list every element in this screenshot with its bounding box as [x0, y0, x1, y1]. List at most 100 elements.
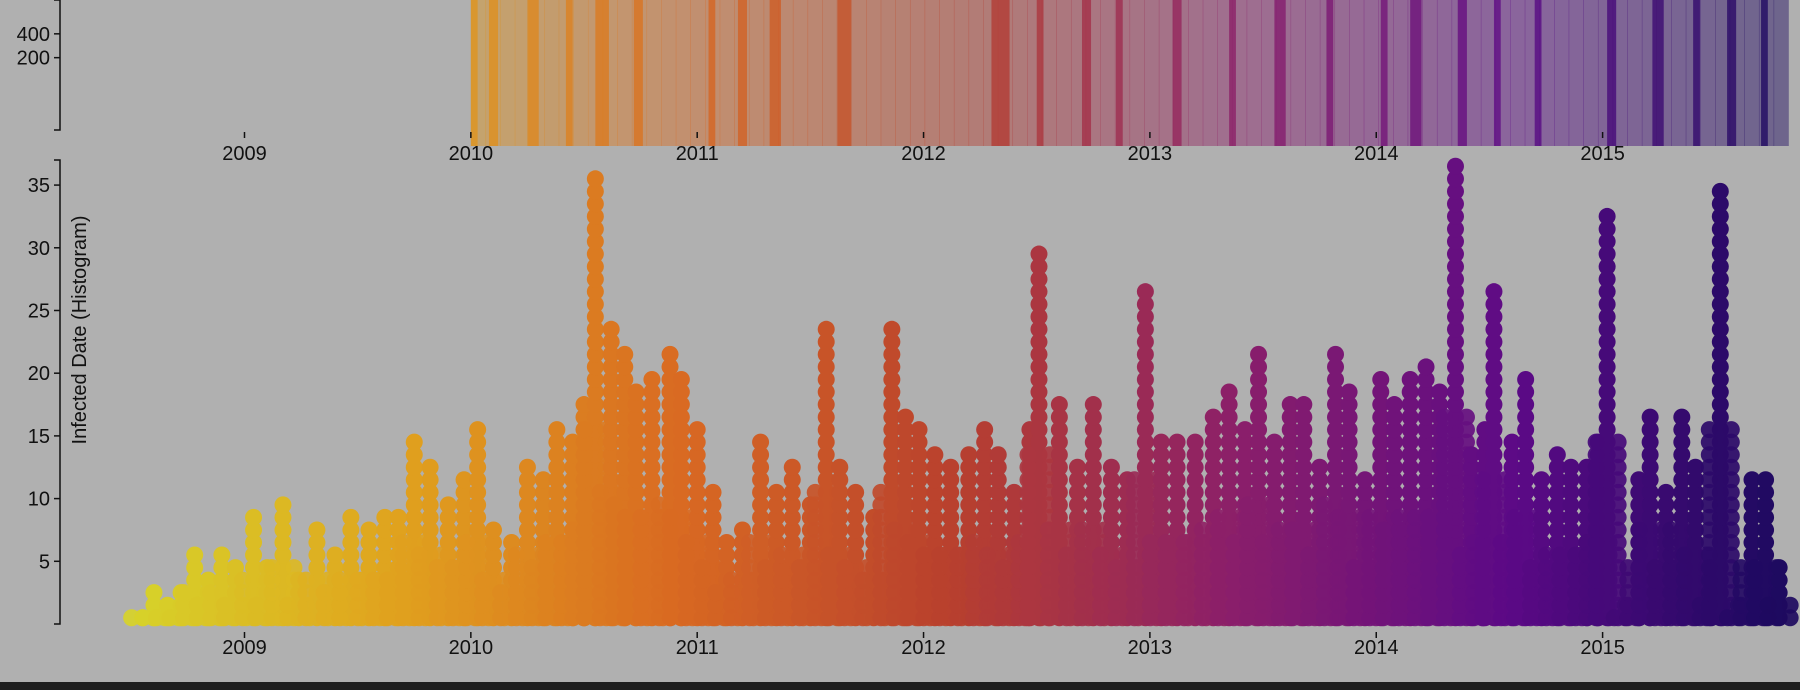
histogram-dot[interactable]	[410, 609, 428, 627]
histogram-dot[interactable]	[586, 358, 604, 376]
histogram-dot[interactable]	[661, 596, 679, 614]
histogram-dot[interactable]	[405, 433, 423, 451]
histogram-dot[interactable]	[1102, 458, 1120, 476]
histogram-dot[interactable]	[1657, 483, 1675, 501]
histogram-dot[interactable]	[1609, 433, 1627, 451]
histogram-dot[interactable]	[942, 533, 960, 551]
histogram-dot[interactable]	[591, 609, 609, 627]
histogram-dot[interactable]	[1019, 571, 1037, 589]
histogram-dot[interactable]	[1136, 446, 1154, 464]
histogram-dot[interactable]	[1236, 458, 1254, 476]
histogram-dot[interactable]	[1537, 596, 1555, 614]
histogram-dot[interactable]	[1157, 609, 1175, 627]
histogram-dot[interactable]	[790, 571, 808, 589]
histogram-dot[interactable]	[1548, 496, 1566, 514]
histogram-dot[interactable]	[518, 458, 536, 476]
histogram-dot[interactable]	[1157, 546, 1175, 564]
histogram-dot[interactable]	[575, 508, 593, 526]
histogram-dot[interactable]	[308, 559, 326, 577]
histogram-dot[interactable]	[376, 546, 394, 564]
histogram-dot[interactable]	[883, 396, 901, 414]
histogram-dot[interactable]	[1385, 433, 1403, 451]
histogram-dot[interactable]	[1270, 571, 1288, 589]
histogram-dot[interactable]	[926, 483, 944, 501]
histogram-dot[interactable]	[910, 458, 928, 476]
histogram-dot[interactable]	[885, 584, 903, 602]
histogram-dot[interactable]	[1329, 596, 1347, 614]
histogram-dot[interactable]	[1598, 358, 1616, 376]
histogram-dot[interactable]	[1091, 609, 1109, 627]
histogram-dot[interactable]	[872, 584, 890, 602]
histogram-dot[interactable]	[1485, 320, 1503, 338]
histogram-dot[interactable]	[1209, 584, 1227, 602]
histogram-dot[interactable]	[410, 546, 428, 564]
histogram-dot[interactable]	[1435, 508, 1453, 526]
histogram-dot[interactable]	[1281, 421, 1299, 439]
histogram-dot[interactable]	[602, 333, 620, 351]
histogram-dot[interactable]	[1050, 446, 1068, 464]
histogram-dot[interactable]	[263, 596, 281, 614]
histogram-dot[interactable]	[537, 533, 555, 551]
histogram-dot[interactable]	[602, 396, 620, 414]
histogram-dot[interactable]	[926, 508, 944, 526]
histogram-dot[interactable]	[806, 559, 824, 577]
histogram-dot[interactable]	[1204, 471, 1222, 489]
histogram-dot[interactable]	[1030, 270, 1048, 288]
histogram-dot[interactable]	[1168, 496, 1186, 514]
histogram-dot[interactable]	[976, 483, 994, 501]
histogram-dot[interactable]	[847, 483, 865, 501]
histogram-dot[interactable]	[1300, 584, 1318, 602]
histogram-dot[interactable]	[1406, 508, 1424, 526]
histogram-dot[interactable]	[1420, 521, 1438, 539]
histogram-dot[interactable]	[1517, 458, 1535, 476]
histogram-dot[interactable]	[226, 559, 244, 577]
histogram-dot[interactable]	[1374, 546, 1392, 564]
histogram-dot[interactable]	[1770, 559, 1788, 577]
histogram-dot[interactable]	[1084, 421, 1102, 439]
histogram-dot[interactable]	[1340, 458, 1358, 476]
histogram-dot[interactable]	[1220, 421, 1238, 439]
histogram-dot[interactable]	[1239, 508, 1257, 526]
histogram-dot[interactable]	[767, 521, 785, 539]
histogram-dot[interactable]	[1587, 533, 1605, 551]
histogram-dot[interactable]	[1152, 483, 1170, 501]
histogram-dot[interactable]	[1204, 483, 1222, 501]
histogram-dot[interactable]	[1284, 546, 1302, 564]
histogram-dot[interactable]	[602, 421, 620, 439]
histogram-dot[interactable]	[1209, 596, 1227, 614]
histogram-dot[interactable]	[994, 559, 1012, 577]
histogram-dot[interactable]	[279, 609, 297, 627]
histogram-dot[interactable]	[331, 584, 349, 602]
histogram-dot[interactable]	[783, 471, 801, 489]
histogram-dot[interactable]	[872, 546, 890, 564]
histogram-dot[interactable]	[1372, 433, 1390, 451]
histogram-dot[interactable]	[883, 358, 901, 376]
histogram-dot[interactable]	[1193, 584, 1211, 602]
histogram-dot[interactable]	[1220, 496, 1238, 514]
histogram-dot[interactable]	[1250, 458, 1268, 476]
histogram-dot[interactable]	[1250, 446, 1268, 464]
histogram-dot[interactable]	[1417, 408, 1435, 426]
histogram-dot[interactable]	[1281, 408, 1299, 426]
histogram-dot[interactable]	[1073, 521, 1091, 539]
histogram-dot[interactable]	[394, 596, 412, 614]
histogram-dot[interactable]	[1474, 471, 1492, 489]
histogram-dot[interactable]	[1457, 421, 1475, 439]
histogram-dot[interactable]	[817, 396, 835, 414]
histogram-dot[interactable]	[1446, 308, 1464, 326]
histogram-dot[interactable]	[365, 571, 383, 589]
histogram-dot[interactable]	[1562, 508, 1580, 526]
histogram-dot[interactable]	[616, 521, 634, 539]
histogram-dot[interactable]	[215, 596, 233, 614]
histogram-dot[interactable]	[1506, 571, 1524, 589]
histogram-dot[interactable]	[405, 446, 423, 464]
histogram-dot[interactable]	[1329, 571, 1347, 589]
histogram-dot[interactable]	[1102, 508, 1120, 526]
histogram-dot[interactable]	[1551, 571, 1569, 589]
histogram-dot[interactable]	[672, 433, 690, 451]
histogram-dot[interactable]	[931, 559, 949, 577]
histogram-dot[interactable]	[632, 533, 650, 551]
histogram-dot[interactable]	[1551, 546, 1569, 564]
histogram-dot[interactable]	[722, 596, 740, 614]
histogram-dot[interactable]	[885, 559, 903, 577]
